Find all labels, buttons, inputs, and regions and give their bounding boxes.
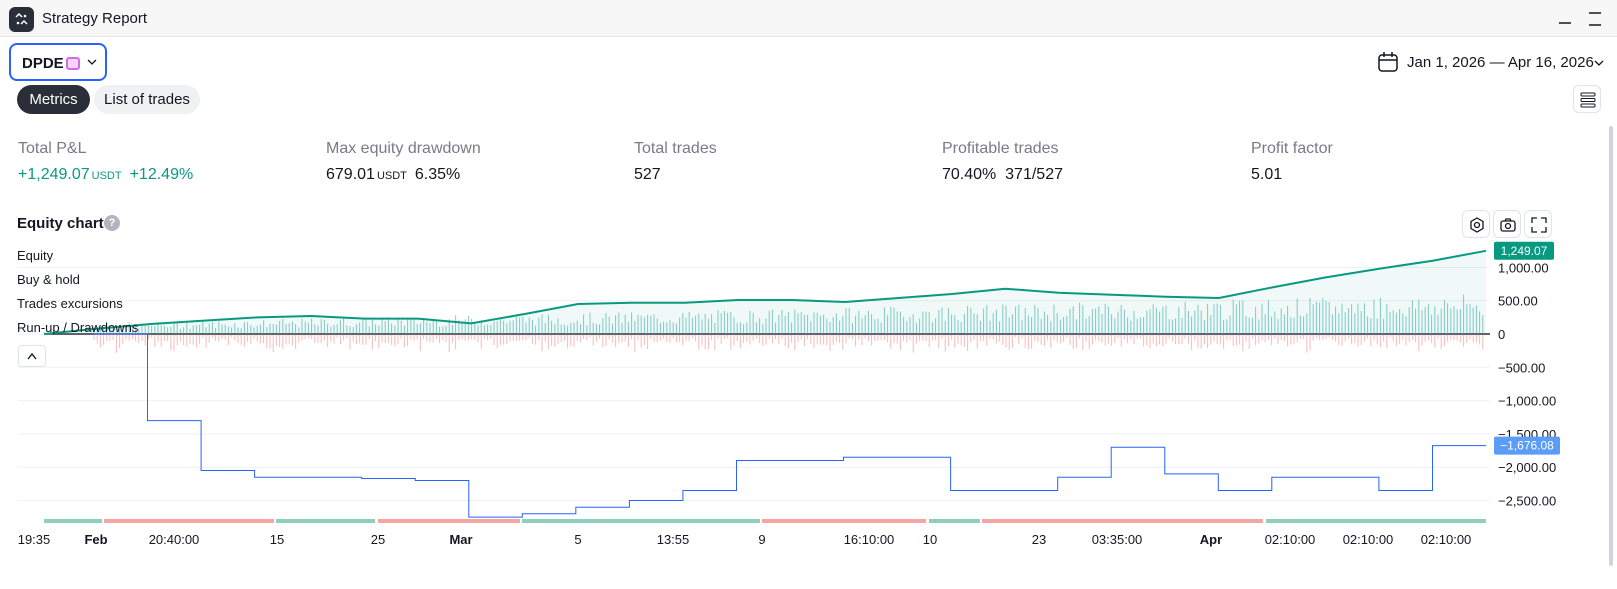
chevron-up-icon: [27, 352, 37, 360]
title-bar: Strategy Report: [0, 0, 1617, 37]
session-segment: [104, 519, 274, 523]
legend-trades-excursions[interactable]: Trades excursions: [17, 296, 123, 311]
calendar-icon: [1377, 51, 1399, 78]
session-segment: [378, 519, 520, 523]
metric-label: Profitable trades: [942, 140, 1059, 157]
metric-value: +1,249.07 USDT +12.49%: [18, 166, 193, 184]
metric-max-drawdown: Max equity drawdown 679.01 USDT 6.35%: [326, 140, 481, 184]
buyhold-last-badge: [1494, 436, 1560, 455]
metric-label: Max equity drawdown: [326, 140, 481, 157]
date-range-selector[interactable]: Jan 1, 2026 — Apr 16, 2026: [1377, 50, 1605, 74]
x-tick-label: 20:40:00: [149, 532, 200, 547]
x-tick-label: 02:10:00: [1421, 532, 1472, 547]
settings-icon: [1470, 217, 1484, 233]
y-tick-label: 1,000.00: [1498, 260, 1549, 275]
unit-label: USDT: [376, 170, 407, 182]
metric-value: 5.01: [1251, 166, 1283, 183]
scrollbar[interactable]: [1609, 126, 1613, 566]
session-segment: [929, 519, 980, 523]
y-tick-label: 0: [1498, 327, 1505, 342]
chart-settings-button[interactable]: [1462, 210, 1490, 238]
metric-value: 70.40% 371/527: [942, 166, 1063, 184]
x-tick-label: 5: [574, 532, 581, 547]
metric-total-trades: Total trades 527: [634, 140, 717, 184]
legend-runup-drawdowns[interactable]: Run-up / Drawdowns: [17, 320, 139, 335]
snapshot-button[interactable]: [1493, 210, 1521, 238]
y-tick-label: −500.00: [1498, 360, 1545, 375]
metric-label: Total P&L: [18, 140, 87, 157]
x-tick-label: 16:10:00: [844, 532, 895, 547]
symbol-selector[interactable]: DPDE: [9, 43, 107, 81]
equity-chart: 1,000.00500.000−500.00−1,000.00−1,500.00…: [18, 241, 1560, 547]
buy-hold-line: [94, 333, 1486, 518]
x-tick-label: 9: [758, 532, 765, 547]
session-segment: [762, 519, 926, 523]
session-segment: [522, 519, 760, 523]
equity-line: [43, 249, 1487, 335]
expand-icon: [1531, 217, 1547, 233]
metric-profit-factor: Profit factor 5.01: [1251, 140, 1333, 184]
fullscreen-button[interactable]: [1524, 210, 1552, 238]
calendar-badge-icon: [66, 57, 80, 70]
metric-value: 679.01 USDT 6.35%: [326, 166, 481, 184]
profitable-ratio: 371/527: [1005, 166, 1063, 183]
x-tick-label: 25: [371, 532, 385, 547]
y-tick-label: −1,000.00: [1498, 394, 1556, 409]
drawdown-pct: 6.35%: [414, 166, 461, 183]
drawdown-value: 679.01: [326, 166, 375, 183]
x-tick-label: 13:55: [657, 532, 690, 547]
total-pnl-value: +1,249.07: [18, 166, 90, 183]
x-tick-label: 19:35: [18, 532, 51, 547]
metric-total-pnl: Total P&L +1,249.07 USDT +12.49%: [18, 140, 193, 184]
tab-metrics[interactable]: Metrics: [17, 85, 90, 114]
session-segment: [982, 519, 1263, 523]
x-tick-label: 10: [923, 532, 937, 547]
equity-area: [44, 250, 1486, 334]
x-tick-label: Mar: [449, 532, 472, 547]
equity-last-badge: [1494, 241, 1554, 260]
trade-excursions: [93, 294, 1484, 353]
y-tick-label: 500.00: [1498, 294, 1538, 309]
window-title: Strategy Report: [42, 10, 148, 27]
symbol-ticker: DPDE: [22, 55, 64, 72]
chevron-down-icon: [87, 55, 97, 73]
session-segment: [276, 519, 375, 523]
legend-buy-hold[interactable]: Buy & hold: [17, 272, 80, 287]
layout-menu-button[interactable]: [1573, 85, 1601, 113]
maximize-icon[interactable]: [1585, 9, 1605, 29]
tab-list-of-trades[interactable]: List of trades: [94, 85, 200, 114]
strategy-report-icon: [9, 7, 34, 32]
metric-label: Profit factor: [1251, 140, 1333, 157]
profitable-pct: 70.40%: [942, 166, 997, 183]
y-tick-label: −2,500.00: [1498, 494, 1556, 509]
legend-equity[interactable]: Equity: [17, 248, 54, 263]
unit-label: USDT: [91, 170, 122, 182]
metric-label: Total trades: [634, 140, 717, 157]
equity-chart-title: Equity chart: [17, 215, 104, 232]
metric-profitable-trades: Profitable trades 70.40% 371/527: [942, 140, 1063, 184]
x-tick-label: Apr: [1200, 532, 1222, 547]
x-tick-label: 02:10:00: [1343, 532, 1394, 547]
y-tick-label: −2,000.00: [1498, 460, 1556, 475]
x-tick-label: 02:10:00: [1265, 532, 1316, 547]
x-tick-label: 15: [270, 532, 284, 547]
layout-icon: [1580, 92, 1596, 108]
minimize-icon[interactable]: [1555, 9, 1575, 29]
equity-last-value: 1,249.07: [1501, 244, 1548, 258]
help-icon[interactable]: ?: [104, 215, 120, 231]
date-range-label: Jan 1, 2026 — Apr 16, 2026: [1407, 54, 1594, 71]
x-tick-label: 23: [1032, 532, 1046, 547]
camera-icon: [1500, 218, 1516, 232]
buyhold-last-value: −1,676.08: [1500, 439, 1554, 453]
chevron-down-icon: [1594, 56, 1604, 74]
session-segment: [1266, 519, 1486, 523]
metric-value: 527: [634, 166, 661, 183]
session-segment: [44, 519, 102, 523]
total-pnl-pct: +12.49%: [129, 166, 194, 183]
x-tick-label: Feb: [84, 532, 107, 547]
x-tick-label: 03:35:00: [1092, 532, 1143, 547]
collapse-legend-button[interactable]: [18, 345, 46, 367]
